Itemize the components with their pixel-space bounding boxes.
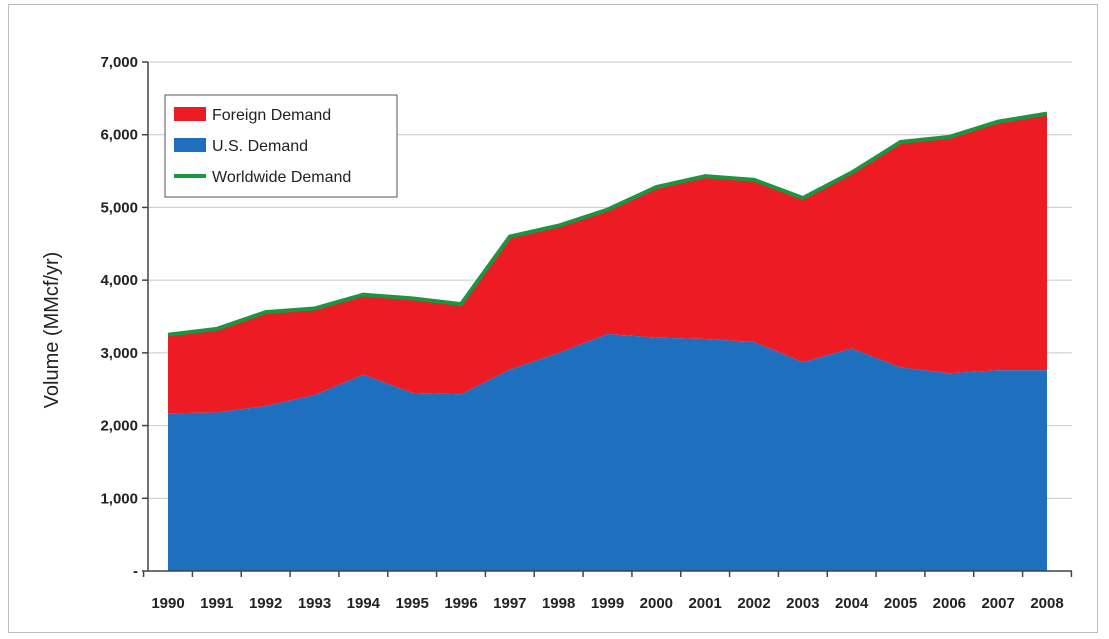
x-tick-label: 1994 bbox=[347, 595, 381, 612]
x-tick-label: 2003 bbox=[786, 595, 819, 612]
x-tick-label: 2002 bbox=[737, 595, 770, 612]
y-tick-label: 3,000 bbox=[100, 345, 138, 362]
x-tick-label: 1995 bbox=[395, 595, 428, 612]
line-worldwide-demand bbox=[167, 111, 1048, 337]
legend-label: Worldwide Demand bbox=[212, 169, 351, 186]
legend-label: Foreign Demand bbox=[212, 107, 331, 124]
x-tick-label: 2006 bbox=[933, 595, 966, 612]
legend-label: U.S. Demand bbox=[212, 138, 308, 155]
x-tick-label: 2007 bbox=[981, 595, 1014, 612]
y-tick-label: - bbox=[133, 563, 138, 580]
x-tick-label: 1991 bbox=[200, 595, 233, 612]
x-tick-label: 1993 bbox=[298, 595, 331, 612]
y-tick-label: 1,000 bbox=[100, 490, 138, 507]
x-tick-label: 2000 bbox=[640, 595, 673, 612]
y-axis-label: Volume (MMcf/yr) bbox=[41, 252, 63, 409]
x-tick-label: 1992 bbox=[249, 595, 282, 612]
axes: - 1,000 2,000 3,000 4,000 5,000 6,000 7,000 1990… bbox=[100, 54, 1073, 612]
x-tick-label: 1990 bbox=[151, 595, 184, 612]
area-foreign-demand bbox=[168, 113, 1047, 414]
x-tick-label: 1997 bbox=[493, 595, 526, 612]
y-tick-label: 4,000 bbox=[100, 272, 138, 289]
x-tick-label: 1996 bbox=[444, 595, 477, 612]
y-tick-label: 5,000 bbox=[100, 199, 138, 216]
legend: Foreign Demand U.S. Demand Worldwide Deman… bbox=[164, 94, 398, 198]
legend-swatch bbox=[174, 107, 206, 121]
y-tick-label: 7,000 bbox=[100, 54, 138, 71]
area-us-demand bbox=[168, 333, 1047, 571]
x-tick-label: 2001 bbox=[688, 595, 721, 612]
x-tick-label: 2004 bbox=[835, 595, 869, 612]
areas bbox=[167, 111, 1048, 571]
x-tick-label: 2005 bbox=[884, 595, 917, 612]
legend-swatch bbox=[174, 138, 206, 152]
y-tick-label: 6,000 bbox=[100, 127, 138, 144]
x-tick-label: 1999 bbox=[591, 595, 624, 612]
x-tick-label: 2008 bbox=[1030, 595, 1063, 612]
x-tick-label: 1998 bbox=[542, 595, 575, 612]
y-tick-label: 2,000 bbox=[100, 418, 138, 435]
